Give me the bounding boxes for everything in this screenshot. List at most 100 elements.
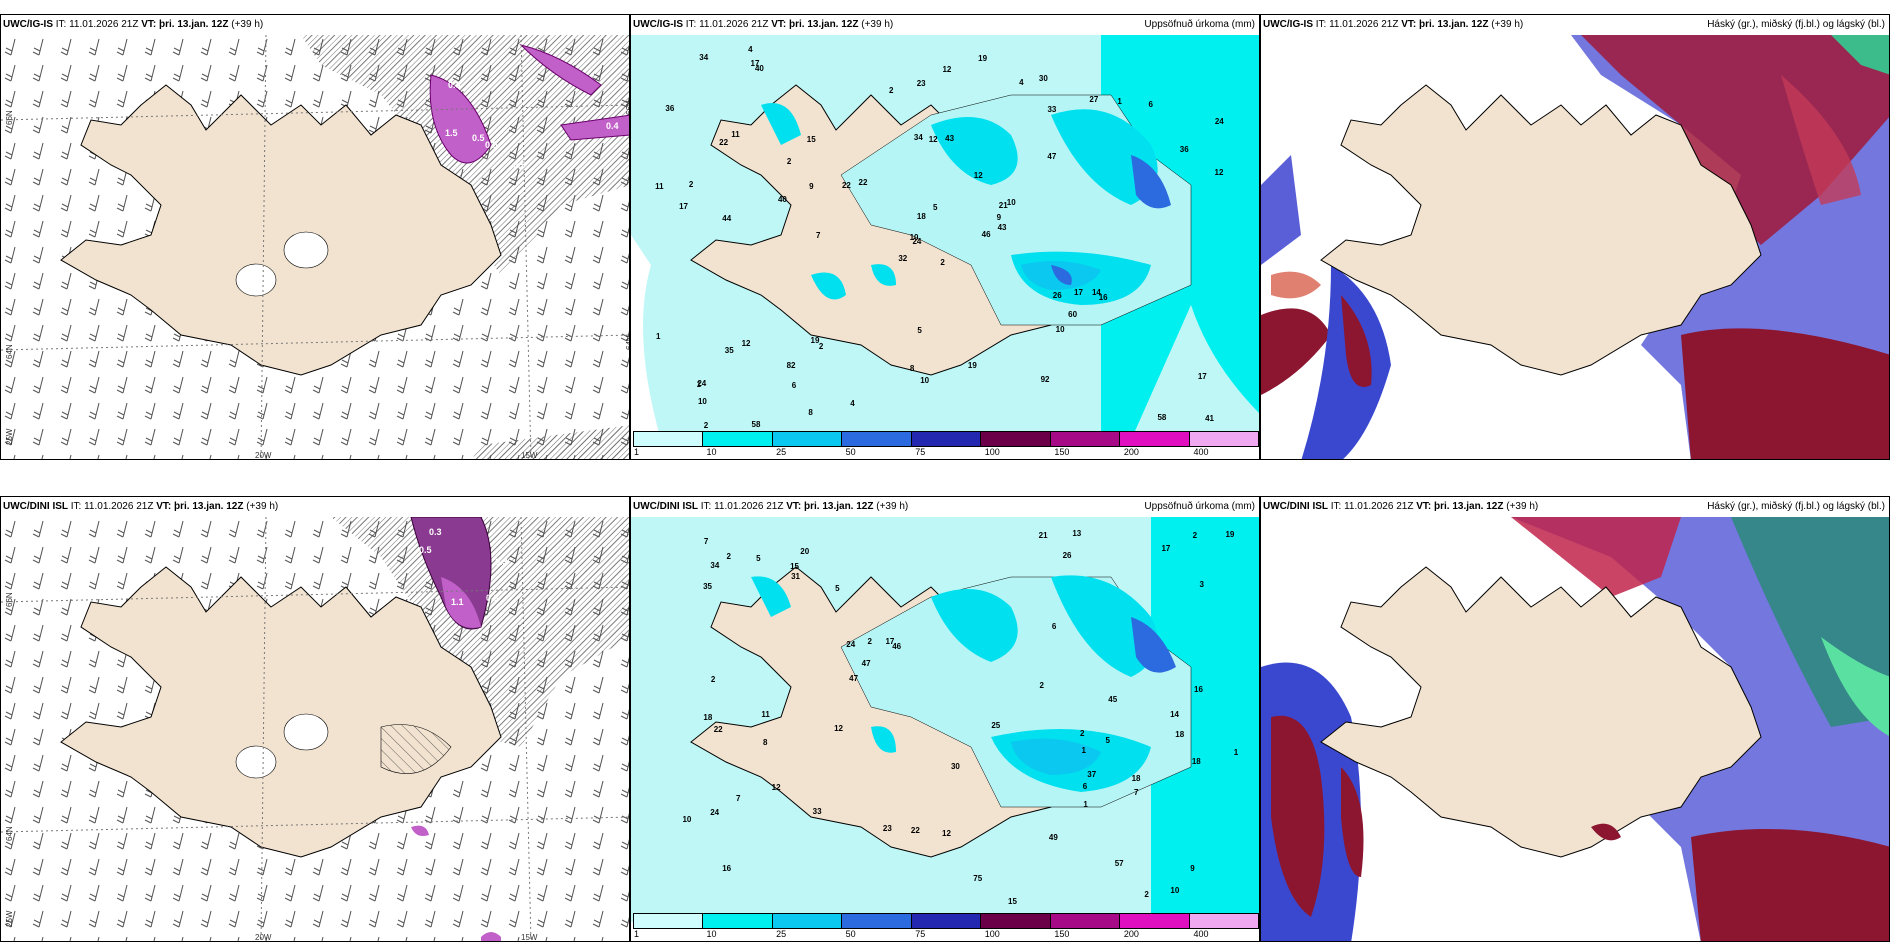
precip-value: 10	[682, 815, 692, 825]
precip-value: 75	[973, 874, 983, 884]
lon-label: 15W	[521, 933, 538, 942]
precip-value: 12	[973, 170, 983, 180]
precip-value: 43	[997, 223, 1007, 233]
precip-label: 1.1	[451, 597, 464, 607]
legend-swatch	[981, 914, 1051, 928]
precip-value: 33	[812, 806, 822, 816]
precip-value: 7	[735, 793, 741, 803]
precip-value: 43	[945, 134, 955, 144]
precip-value: 4	[748, 45, 753, 55]
legend-swatch	[703, 914, 773, 928]
precip-value: 2	[818, 341, 824, 351]
wind-panel-bottom: UWC/DINI ISL IT: 11.01.2026 21Z VT: þri.…	[0, 496, 630, 942]
precip-value: 16	[1098, 293, 1108, 303]
precip-value: 18	[1175, 729, 1185, 739]
precip-value: 21	[1038, 530, 1048, 540]
precip-value: 2	[688, 180, 694, 190]
precip-value: 13	[1072, 529, 1082, 539]
legend-label: 1	[634, 447, 640, 457]
precip-label: 0.3	[486, 593, 499, 603]
lon-label: 20W	[255, 451, 272, 460]
precip-value: 18	[1191, 757, 1201, 767]
legend-swatch	[1189, 432, 1258, 446]
precip-value: 20	[800, 546, 810, 556]
legend-swatch	[703, 432, 773, 446]
legend-swatch	[1050, 432, 1121, 446]
precip-value: 27	[1089, 95, 1099, 105]
precip-value: 7	[815, 230, 821, 240]
precip-label: 0.5	[485, 140, 498, 150]
panel-title: Háský (gr.), miðský (fj.bl.) og lágský (…	[1707, 19, 1885, 30]
precip-value: 10	[909, 233, 919, 243]
precip-value: 22	[910, 825, 920, 835]
precip-value: 1	[1081, 745, 1086, 755]
panel-header: UWC/IG-IS IT: 11.01.2026 21Z VT: þri. 13…	[3, 19, 264, 30]
precip-value: 15	[806, 134, 816, 144]
legend-label: 150	[1054, 447, 1070, 457]
precip-value: 5	[756, 554, 761, 564]
panel-title: Uppsöfnuð úrkoma (mm)	[1144, 19, 1255, 30]
legend-label: 25	[776, 929, 787, 939]
precip-value: 24	[710, 808, 720, 818]
precip-label: 0.5	[419, 545, 432, 555]
precip-value: 15	[790, 561, 799, 571]
precip-label: 1.5	[445, 128, 458, 138]
cloud-map	[1261, 517, 1889, 941]
precip-value: 8	[909, 363, 915, 373]
precip-value: 23	[882, 824, 892, 834]
panel-title: Háský (gr.), miðský (fj.bl.) og lágský (…	[1707, 501, 1885, 512]
precip-value: 32	[898, 254, 908, 264]
wind-map	[1, 35, 629, 459]
legend-label: 150	[1054, 929, 1070, 939]
legend-label: 75	[915, 929, 926, 939]
precip-label: 0.3	[495, 557, 508, 567]
precip-value: 17	[885, 637, 895, 647]
precip-value: 30	[1038, 74, 1048, 84]
precip-value: 12	[741, 338, 751, 348]
precip-value: 4	[1019, 77, 1024, 87]
precip-value: 58	[1157, 412, 1167, 422]
precip-value: 16	[722, 863, 732, 873]
legend-label: 10	[706, 929, 717, 939]
precip-value: 30	[950, 761, 960, 771]
precip-value: 9	[996, 212, 1002, 222]
panel-header: UWC/IG-IS IT: 11.01.2026 21Z VT: þri. 13…	[633, 19, 894, 30]
panel-header: UWC/IG-IS IT: 11.01.2026 21Z VT: þri. 13…	[1263, 19, 1524, 30]
legend-label: 400	[1193, 929, 1209, 939]
precip-value: 8	[808, 408, 813, 418]
legend-label: 1	[634, 929, 640, 939]
precip-value: 7	[703, 537, 709, 547]
legend-swatch	[911, 432, 982, 446]
precip-value: 47	[849, 674, 859, 684]
precip-value: 1	[655, 332, 661, 342]
legend-swatch	[1120, 914, 1190, 928]
precip-value: 19	[967, 360, 977, 370]
precip-value: 33	[1047, 105, 1057, 115]
precip-value: 37	[1087, 770, 1097, 780]
precip-value: 17	[679, 201, 689, 211]
precip-value: 10	[1170, 886, 1180, 896]
precip-value: 10	[697, 396, 707, 406]
precip-value: 2	[786, 157, 792, 167]
precip-value: 19	[978, 54, 988, 64]
precip-value: 24	[846, 639, 856, 649]
precip-value: 46	[892, 642, 902, 652]
precip-map	[631, 517, 1259, 922]
precip-value: 22	[719, 137, 729, 147]
legend-swatch	[772, 914, 843, 928]
precip-value: 82	[786, 360, 796, 370]
precip-legend: 1 10 25 50 75 100 150 200 400	[633, 913, 1259, 939]
precip-value: 5	[933, 202, 938, 212]
legend-label: 75	[915, 447, 926, 457]
precip-value: 15	[1008, 897, 1017, 907]
precip-value: 6	[1051, 622, 1057, 632]
precip-value: 17	[1074, 287, 1083, 297]
lon-label: 20W	[255, 933, 272, 942]
precip-value: 21	[998, 201, 1008, 211]
precip-value: 2	[1039, 681, 1044, 691]
precip-value: 24	[1214, 116, 1224, 126]
precip-value: 60	[1068, 310, 1078, 320]
precip-value: 22	[841, 180, 851, 190]
lat-label: 64N	[5, 344, 14, 359]
precip-value: 14	[1170, 709, 1179, 719]
